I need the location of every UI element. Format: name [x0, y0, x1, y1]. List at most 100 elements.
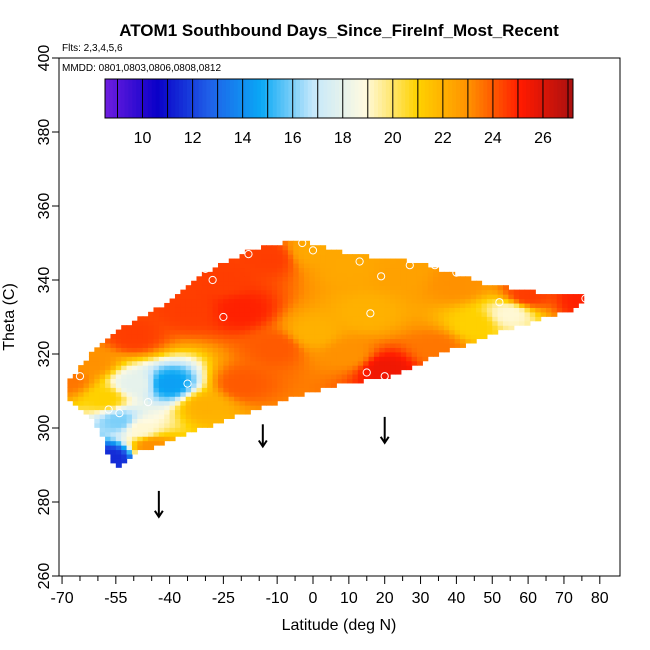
heatmap-cell [271, 391, 278, 397]
heatmap-cell [212, 360, 219, 366]
heatmap-cell [83, 373, 90, 380]
colorbar-segment [530, 79, 535, 118]
heatmap-cell [287, 320, 294, 326]
heatmap-cell [223, 307, 230, 313]
colorbar-segment [198, 79, 203, 118]
heatmap-cell [271, 347, 278, 353]
x-tick-label: -55 [104, 590, 127, 607]
heatmap-cell [422, 285, 429, 291]
heatmap-cell [481, 285, 488, 291]
heatmap-cell [271, 320, 278, 326]
heatmap-cell [470, 285, 477, 291]
heatmap-cell [212, 378, 219, 384]
heatmap-cell [298, 356, 305, 362]
heatmap-cell [131, 347, 138, 353]
heatmap-cell [250, 311, 257, 317]
heatmap-cell [422, 342, 429, 348]
heatmap-cell [185, 298, 192, 304]
heatmap-cell [244, 258, 251, 264]
heatmap-cell [347, 307, 354, 313]
heatmap-cell [330, 302, 337, 308]
heatmap-cell [153, 413, 160, 419]
heatmap-cell [223, 369, 230, 375]
colorbar-segment [303, 79, 309, 118]
heatmap-cell [217, 405, 224, 411]
heatmap-cell [261, 373, 267, 380]
heatmap-cell [336, 338, 343, 344]
heatmap-cell [142, 316, 149, 322]
heatmap-cell [325, 329, 332, 335]
heatmap-cell [304, 338, 311, 344]
heatmap-cell [196, 351, 203, 357]
heatmap-cell [105, 347, 112, 353]
heatmap-cell [282, 378, 289, 384]
heatmap-cell [320, 276, 327, 282]
heatmap-cell [153, 422, 160, 428]
heatmap-cell [131, 400, 138, 406]
heatmap-cell [347, 351, 354, 357]
heatmap-cell [126, 427, 133, 433]
heatmap-cell [368, 342, 375, 348]
heatmap-cell [271, 351, 278, 357]
heatmap-cell [121, 347, 128, 353]
heatmap-cell [126, 422, 133, 428]
heatmap-cell [234, 298, 241, 304]
heatmap-cell [174, 356, 181, 362]
heatmap-cell [131, 351, 138, 357]
heatmap-cell [217, 382, 224, 388]
heatmap-cell [400, 298, 407, 304]
heatmap-cell [336, 356, 343, 362]
heatmap-cell [142, 445, 149, 451]
colorbar-segment [459, 79, 465, 118]
heatmap-cell [309, 320, 316, 326]
heatmap-cell [255, 258, 262, 264]
heatmap-cell [443, 298, 450, 304]
heatmap-cell [347, 373, 354, 380]
observation-point [430, 261, 439, 270]
heatmap-cell [121, 334, 128, 340]
heatmap-cell [336, 311, 343, 317]
heatmap-cell [567, 294, 574, 300]
heatmap-cell [368, 262, 375, 269]
heatmap-cell [261, 294, 267, 300]
heatmap-cell [406, 360, 413, 366]
heatmap-cell [287, 240, 294, 246]
heatmap-cell [368, 271, 375, 277]
heatmap-cell [137, 347, 144, 353]
heatmap-cell [438, 280, 445, 286]
heatmap-cell [110, 360, 117, 366]
heatmap-cell [314, 369, 321, 375]
heatmap-cell [180, 427, 187, 433]
heatmap-cell [309, 360, 316, 366]
heatmap-cell [212, 294, 219, 300]
heatmap-cell [293, 302, 300, 308]
heatmap-cell [406, 271, 413, 277]
heatmap-cell [330, 258, 337, 264]
heatmap-cell [196, 342, 203, 348]
heatmap-cell [223, 325, 230, 331]
heatmap-cell [261, 267, 267, 273]
heatmap-cell [126, 431, 133, 437]
heatmap-cell [357, 320, 364, 326]
heatmap-cell [255, 351, 262, 357]
heatmap-cell [137, 360, 144, 366]
heatmap-cell [449, 329, 456, 335]
colorbar-segment [534, 79, 539, 118]
heatmap-cell [320, 369, 327, 375]
y-tick-label: 380 [36, 119, 53, 146]
heatmap-cell [261, 289, 267, 295]
heatmap-cell [422, 320, 429, 326]
heatmap-cell [234, 325, 241, 331]
heatmap-cell [320, 329, 327, 335]
heatmap-cell [287, 298, 294, 304]
heatmap-cell [158, 378, 165, 384]
colorbar-segment [108, 79, 114, 118]
heatmap-cell [239, 373, 246, 380]
heatmap-cell [352, 311, 359, 317]
heatmap-cell [158, 382, 165, 388]
heatmap-cell [287, 271, 294, 277]
heatmap-cell [153, 342, 160, 348]
heatmap-cell [174, 427, 181, 433]
heatmap-cell [282, 302, 289, 308]
heatmap-cell [191, 373, 198, 380]
